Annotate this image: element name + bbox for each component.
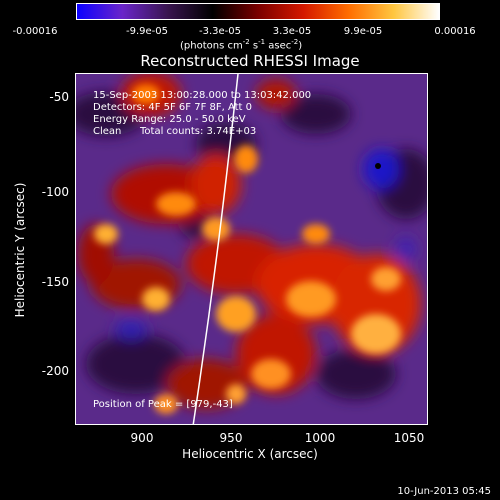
- x-tick: 1000: [304, 431, 336, 445]
- y-tick: -150: [41, 275, 69, 289]
- info-energy-range: Energy Range: 25.0 - 50.0 keV: [93, 114, 246, 125]
- colorbar-tick: 0.00016: [434, 26, 476, 37]
- x-axis-label: Heliocentric X (arcsec): [182, 447, 318, 461]
- plot-title: Reconstructed RHESSI Image: [140, 52, 360, 70]
- y-tick: -100: [41, 185, 69, 199]
- colorbar-tick: -9.9e-05: [126, 26, 168, 37]
- info-clean: Clean: [93, 126, 122, 137]
- solar-limb-line: [192, 74, 239, 424]
- colorbar-tick: 9.9e-05: [343, 26, 383, 37]
- y-tick: -50: [49, 90, 69, 104]
- y-tick: -200: [41, 364, 69, 378]
- footer-timestamp: 10-Jun-2013 05:45: [397, 486, 491, 497]
- rhessi-image: [75, 73, 428, 425]
- x-tick: 1050: [393, 431, 425, 445]
- info-detectors: Detectors: 4F 5F 6F 7F 8F, Att 0: [93, 102, 253, 113]
- colorbar-tick: -3.3e-05: [199, 26, 241, 37]
- colorbar: [76, 3, 440, 20]
- x-tick: 950: [219, 431, 243, 445]
- info-total-counts: Total counts: 3.74E+03: [140, 126, 257, 137]
- colorbar-tick: 3.3e-05: [272, 26, 312, 37]
- colorbar-units: (photons cm-2 s-1 asec-2): [180, 38, 303, 52]
- image-canvas: [76, 74, 427, 424]
- info-time-range: 15-Sep-2003 13:00:28.000 to 13:03:42.000: [93, 90, 312, 101]
- colorbar-tick: -0.00016: [12, 26, 58, 37]
- x-tick: 900: [130, 431, 154, 445]
- peak-position-label: Position of Peak = [979,-43]: [93, 399, 233, 410]
- y-axis-label: Heliocentric Y (arcsec): [13, 182, 27, 318]
